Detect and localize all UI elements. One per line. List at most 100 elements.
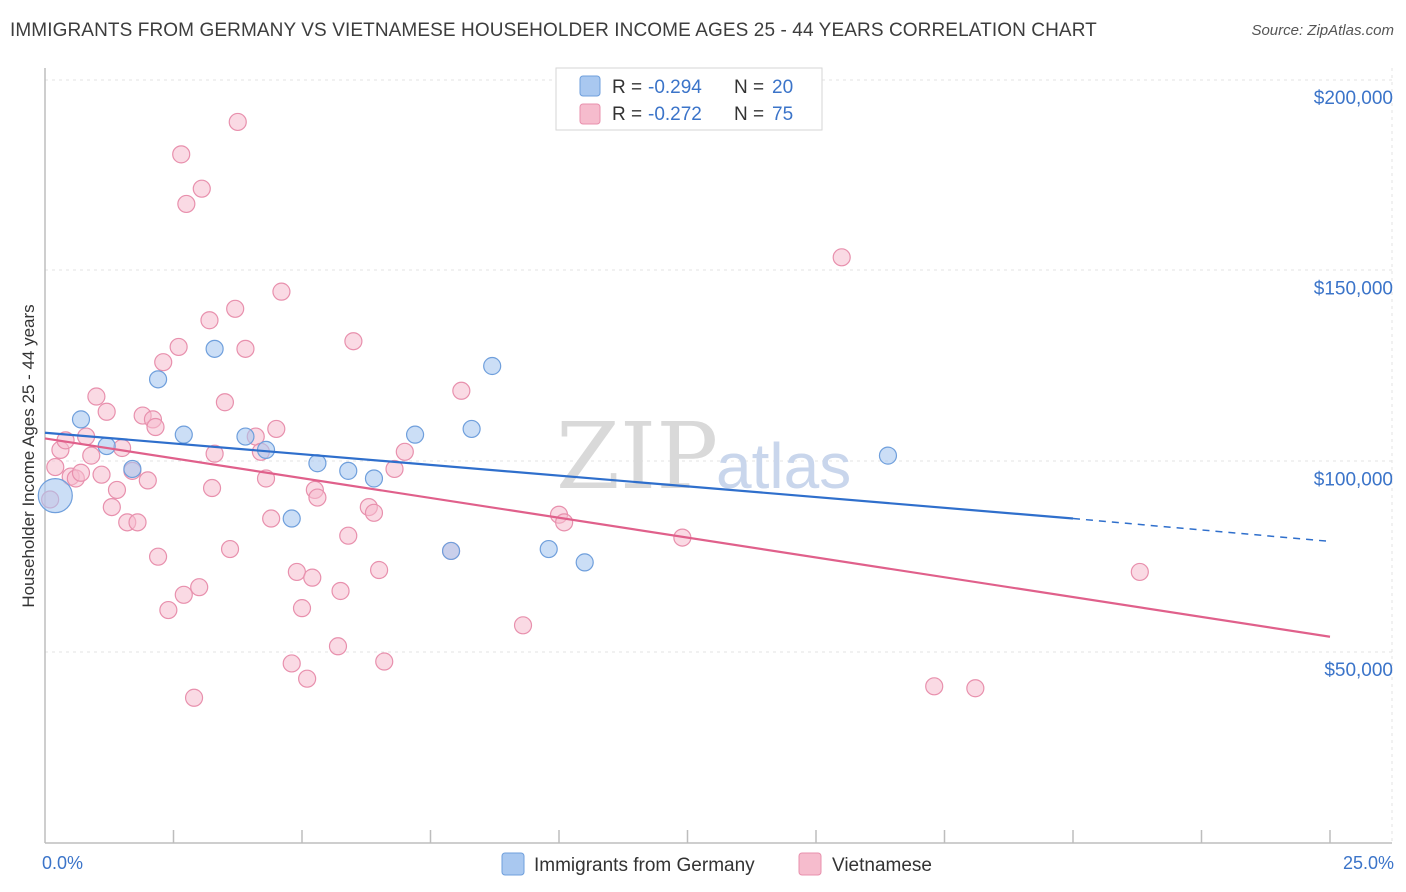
watermark-zip: ZIP bbox=[556, 403, 718, 510]
germany-point bbox=[483, 356, 502, 376]
vietnamese-point bbox=[228, 112, 247, 132]
vietnamese-point bbox=[287, 562, 306, 582]
vietnamese-point bbox=[128, 513, 147, 532]
germany-point bbox=[123, 459, 142, 479]
legend-vietnamese-n-value: 75 bbox=[772, 104, 793, 125]
vietnamese-point bbox=[71, 463, 91, 482]
germany-point bbox=[462, 419, 481, 439]
vietnamese-point bbox=[202, 478, 222, 498]
bottom-legend-vietnamese: Vietnamese bbox=[832, 855, 932, 876]
germany-point bbox=[174, 425, 193, 444]
germany-point bbox=[282, 509, 301, 528]
axes bbox=[44, 68, 1392, 844]
source-label: Source: ZipAtlas.com bbox=[1251, 22, 1394, 39]
germany-point bbox=[441, 541, 461, 561]
bottom-legend-swatch-vietnamese bbox=[798, 852, 822, 876]
vietnamese-point bbox=[97, 402, 116, 421]
legend-germany-r-label: R = bbox=[612, 77, 642, 98]
vietnamese-point bbox=[344, 332, 363, 351]
germany-point bbox=[71, 410, 91, 429]
vietnamese-point bbox=[138, 471, 157, 490]
vietnamese-point bbox=[107, 480, 127, 500]
germany-point bbox=[148, 370, 168, 389]
chart-title: IMMIGRANTS FROM GERMANY VS VIETNAMESE HO… bbox=[10, 20, 1097, 41]
legend-germany-n-value: 20 bbox=[772, 77, 793, 98]
vietnamese-point bbox=[1130, 562, 1149, 582]
germany-trend-extension bbox=[1072, 517, 1331, 543]
vietnamese-point bbox=[298, 669, 317, 688]
vietnamese-point bbox=[159, 600, 178, 620]
vietnamese-point bbox=[308, 488, 327, 507]
legend-vietnamese-r-value: -0.272 bbox=[648, 104, 702, 125]
vietnamese-point bbox=[370, 560, 389, 580]
vietnamese-point bbox=[205, 444, 224, 463]
vietnamese-point bbox=[339, 526, 358, 545]
vietnamese-point bbox=[282, 654, 301, 673]
germany-point bbox=[308, 454, 327, 473]
vietnamese-point bbox=[328, 637, 348, 656]
bottom-legend: Immigrants from Germany Vietnamese bbox=[501, 852, 932, 876]
vietnamese-point bbox=[226, 299, 245, 318]
series-germany bbox=[37, 339, 898, 572]
vietnamese-point bbox=[267, 419, 286, 439]
vietnamese-point bbox=[146, 417, 165, 437]
vietnamese-point bbox=[832, 248, 851, 267]
vietnamese-point bbox=[192, 179, 211, 198]
germany-trend-line bbox=[44, 431, 1074, 520]
germany-point bbox=[405, 425, 425, 444]
vietnamese-point bbox=[82, 446, 101, 465]
germany-point bbox=[205, 339, 224, 358]
legend-germany-n-label: N = bbox=[734, 77, 764, 98]
watermark: ZIP atlas bbox=[556, 403, 851, 510]
vietnamese-point bbox=[513, 616, 533, 635]
y-tick-labels: $50,000 $100,000 $150,000 $200,000 bbox=[1314, 88, 1393, 681]
germany-point bbox=[37, 478, 73, 514]
germany-point bbox=[236, 427, 255, 446]
vietnamese-trend-line bbox=[44, 437, 1331, 638]
vietnamese-point bbox=[272, 282, 291, 301]
vietnamese-point bbox=[174, 585, 193, 604]
vietnamese-point bbox=[46, 457, 65, 477]
bottom-legend-swatch-germany bbox=[501, 852, 525, 876]
vietnamese-point bbox=[236, 339, 255, 358]
germany-point bbox=[339, 461, 358, 480]
vietnamese-point bbox=[154, 353, 173, 372]
vietnamese-point bbox=[87, 387, 106, 406]
vietnamese-point bbox=[303, 568, 322, 587]
vietnamese-point bbox=[966, 679, 985, 698]
trend-lines bbox=[44, 431, 1331, 638]
vietnamese-point bbox=[452, 381, 471, 400]
vietnamese-point bbox=[102, 497, 121, 517]
legend-swatch-germany bbox=[579, 75, 601, 97]
vietnamese-point bbox=[220, 539, 240, 559]
vietnamese-point bbox=[184, 688, 204, 707]
legend-germany-r-value: -0.294 bbox=[648, 77, 702, 98]
germany-point bbox=[539, 539, 558, 559]
top-legend: R = -0.294 N = 20 R = -0.272 N = 75 bbox=[555, 67, 823, 131]
legend-vietnamese-n-label: N = bbox=[734, 104, 764, 125]
vietnamese-point bbox=[262, 509, 281, 528]
x-tick-marks bbox=[172, 830, 1331, 843]
vietnamese-point bbox=[215, 393, 234, 412]
y-tick-label: $50,000 bbox=[1324, 660, 1393, 681]
legend-swatch-vietnamese bbox=[579, 103, 601, 125]
x-tick-label-min: 0.0% bbox=[42, 853, 83, 873]
vietnamese-point bbox=[385, 459, 404, 479]
vietnamese-point bbox=[925, 677, 944, 696]
x-tick-label-max: 25.0% bbox=[1343, 853, 1394, 873]
vietnamese-point bbox=[395, 442, 414, 461]
germany-point bbox=[575, 553, 594, 572]
y-tick-label: $150,000 bbox=[1314, 279, 1393, 300]
vietnamese-point bbox=[375, 652, 394, 671]
vietnamese-point bbox=[172, 145, 191, 164]
y-axis-title: Householder Income Ages 25 - 44 years bbox=[19, 304, 38, 607]
vietnamese-point bbox=[364, 503, 384, 522]
vietnamese-point bbox=[331, 581, 350, 601]
vietnamese-point bbox=[292, 599, 312, 618]
y-tick-label: $100,000 bbox=[1314, 469, 1393, 490]
y-tick-label: $200,000 bbox=[1314, 88, 1393, 109]
vietnamese-point bbox=[148, 547, 168, 566]
germany-point bbox=[364, 469, 384, 488]
vietnamese-point bbox=[200, 311, 219, 330]
